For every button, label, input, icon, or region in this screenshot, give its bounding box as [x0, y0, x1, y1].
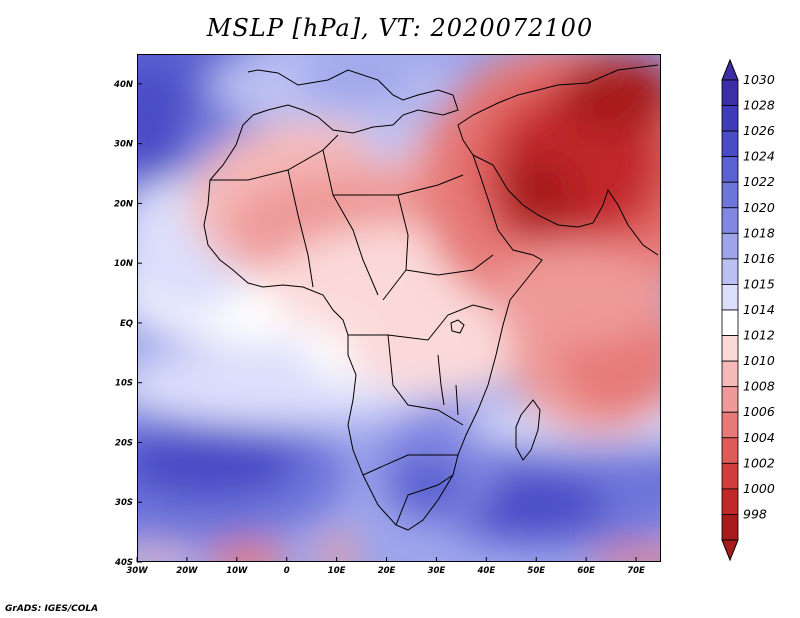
x-tick-label: 20E: [378, 566, 396, 576]
colorbar-bottom-arrow: [721, 539, 739, 562]
colorbar-label: 1006: [743, 404, 775, 419]
colorbar-label: 1008: [743, 379, 775, 394]
x-tick-label: 30W: [126, 566, 148, 576]
colorbar-label: 1016: [743, 251, 775, 266]
colorbar-swatch: [721, 130, 739, 158]
colorbar-top-arrow: [721, 58, 739, 81]
x-tick-label: 60E: [577, 566, 595, 576]
pressure-field: [138, 55, 660, 561]
colorbar-swatch: [721, 105, 739, 132]
colorbar-swatch: [721, 284, 739, 311]
colorbar-label: 1022: [743, 174, 775, 189]
colorbar-label: 1024: [743, 149, 775, 164]
y-tick-label: 20S: [115, 438, 133, 448]
y-tick-label: 10S: [115, 379, 133, 389]
colorbar-label: 1000: [743, 481, 775, 496]
colorbar-swatch: [721, 360, 739, 388]
y-tick-label: EQ: [120, 319, 133, 329]
colorbar-swatch: [721, 79, 739, 106]
colorbar-label: 1018: [743, 225, 775, 240]
colorbar-swatch: [721, 514, 739, 541]
figure-title: MSLP [hPa], VT: 2020072100: [206, 14, 594, 42]
y-tick-label: 30N: [114, 140, 133, 150]
x-tick-label: 50E: [527, 566, 545, 576]
colorbar-label: 1010: [743, 353, 775, 368]
coastlines: [203, 64, 659, 531]
colorbar-swatch: [721, 488, 739, 515]
colorbar-swatch: [721, 309, 739, 336]
colorbar-label: 1002: [743, 455, 775, 470]
colorbar-label: 1015: [743, 276, 775, 291]
map-panel: [137, 54, 661, 562]
x-tick-label: 10E: [328, 566, 346, 576]
colorbar-swatch: [721, 386, 739, 413]
y-tick-label: 20N: [114, 199, 133, 209]
y-tick-label: 40N: [113, 80, 133, 90]
colorbar-swatch: [721, 232, 739, 260]
y-tick-label: 10N: [114, 259, 133, 269]
colorbar-label: 1014: [743, 302, 775, 317]
colorbar-swatch: [721, 207, 739, 234]
colorbar-label: 1030: [743, 72, 775, 87]
y-tick-label: 30S: [115, 498, 133, 508]
colorbar-label: 1004: [743, 430, 775, 445]
x-tick-label: 70E: [627, 566, 645, 576]
y-tick-label: 40S: [114, 558, 133, 568]
colorbar: 1030 1028 1026 1024 1022 1020 1018 1016 1015 1014…: [721, 58, 775, 562]
colorbar-label: 998: [743, 506, 767, 521]
colorbar-swatch: [721, 462, 739, 490]
colorbar-label: 1026: [743, 123, 775, 138]
colorbar-label: 1020: [743, 200, 775, 215]
x-tick-label: 40E: [477, 566, 496, 576]
colorbar-swatch: [721, 437, 739, 464]
x-tick-label: 20W: [176, 566, 198, 576]
colorbar-label: 1012: [743, 328, 775, 343]
x-tick-label: 0: [284, 566, 290, 576]
x-tick-label: 10W: [226, 566, 248, 576]
credit-label: GrADS: IGES/COLA: [5, 604, 99, 614]
colorbar-label: 1028: [743, 98, 775, 113]
colorbar-swatch: [721, 335, 739, 362]
colorbar-swatch: [721, 156, 739, 183]
pressure-field-map: [138, 55, 660, 561]
x-tick-label: 30E: [428, 566, 446, 576]
colorbar-swatch: [721, 181, 739, 209]
colorbar-swatch: [721, 411, 739, 439]
colorbar-swatch: [721, 258, 739, 285]
